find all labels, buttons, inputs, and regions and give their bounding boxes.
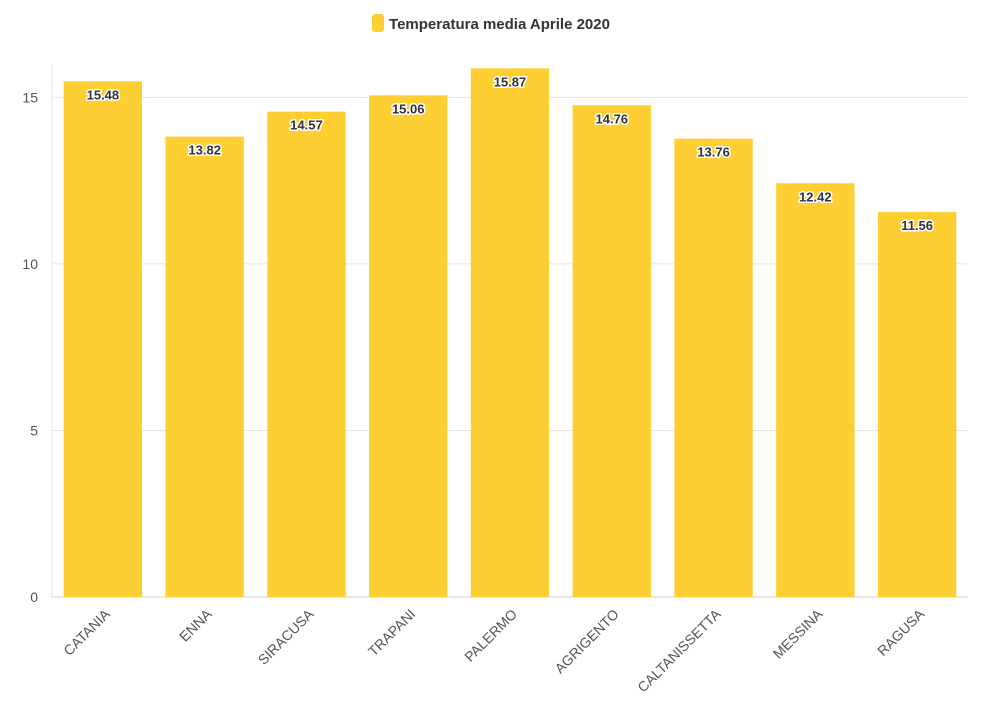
legend-swatch	[372, 14, 385, 32]
bar	[369, 95, 448, 597]
bar	[776, 183, 855, 598]
y-tick-label: 10	[22, 256, 38, 272]
y-tick-label: 5	[30, 422, 38, 438]
x-tick-label: CALTANISSETTA	[634, 605, 724, 695]
data-label: 15.48	[87, 87, 120, 102]
x-tick-label: SIRACUSA	[255, 605, 317, 667]
bar	[877, 211, 957, 597]
data-label: 13.82	[188, 143, 221, 158]
bar	[267, 111, 346, 597]
data-label: 14.57	[290, 118, 323, 133]
y-tick-label: 15	[22, 89, 38, 105]
legend-label: Temperatura media Aprile 2020	[389, 16, 610, 33]
bar	[165, 136, 244, 597]
bar	[470, 68, 550, 597]
x-tick-label: TRAPANI	[365, 606, 418, 659]
bar	[63, 81, 143, 597]
x-tick-label: RAGUSA	[874, 605, 928, 659]
y-tick-label: 0	[30, 589, 38, 605]
data-label: 13.76	[697, 145, 730, 160]
legend[interactable]: Temperatura media Aprile 2020	[0, 14, 982, 33]
x-tick-label: CATANIA	[60, 605, 113, 658]
data-label: 15.87	[494, 74, 527, 89]
x-tick-label: ENNA	[176, 605, 215, 644]
bar	[572, 105, 651, 598]
x-tick-label: PALERMO	[461, 606, 520, 665]
bar	[674, 138, 753, 597]
x-tick-label: AGRIGENTO	[551, 606, 622, 677]
data-label: 11.56	[901, 218, 933, 233]
data-label: 15.06	[392, 101, 425, 116]
data-label: 12.42	[799, 189, 832, 204]
data-label: 14.76	[596, 111, 629, 126]
x-tick-label: MESSINA	[770, 605, 826, 661]
